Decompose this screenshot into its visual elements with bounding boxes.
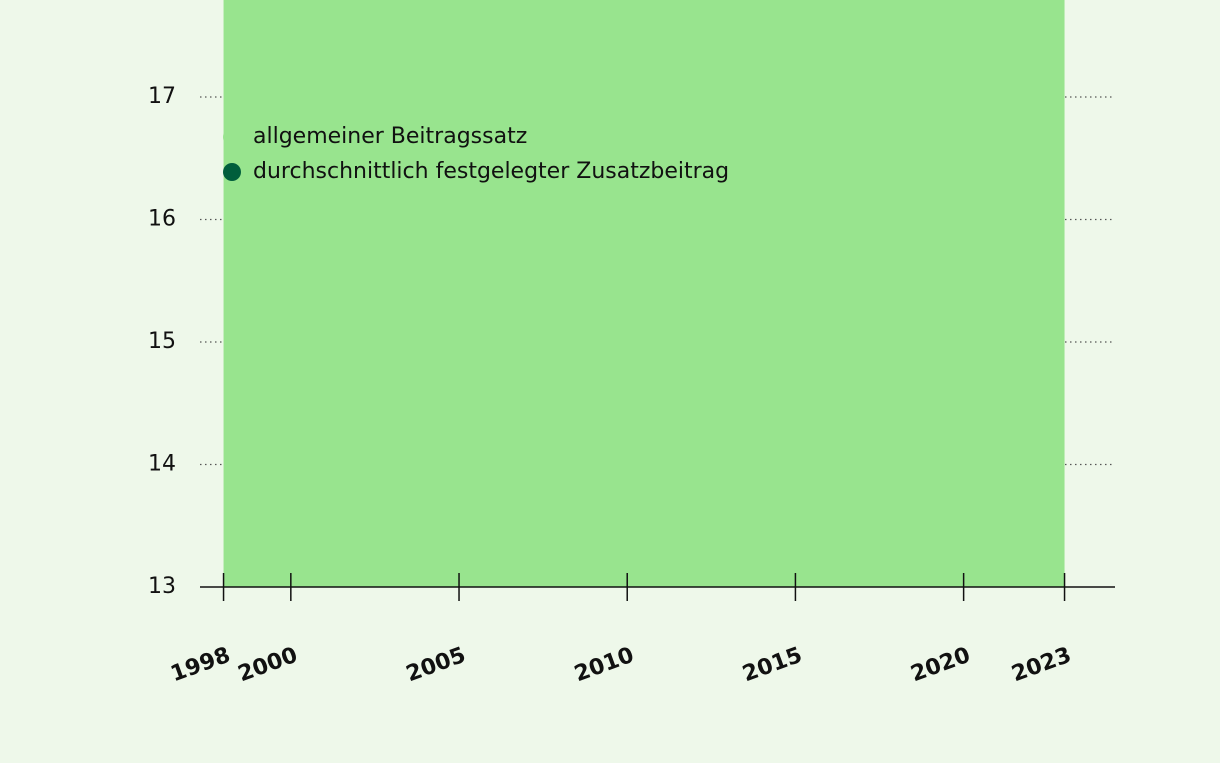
legend-label: allgemeiner Beitragssatz <box>253 124 527 149</box>
y-tick-label: 15 <box>148 329 176 354</box>
legend-swatch <box>223 163 241 181</box>
y-tick-label: 16 <box>148 207 176 232</box>
legend-label: durchschnittlich festgelegter Zusatzbeit… <box>253 159 729 184</box>
y-tick-label: 13 <box>148 574 176 599</box>
area <box>223 0 1065 587</box>
y-tick-label: 14 <box>148 452 176 477</box>
y-tick-label: 17 <box>148 84 176 109</box>
legend-swatch <box>223 128 241 146</box>
